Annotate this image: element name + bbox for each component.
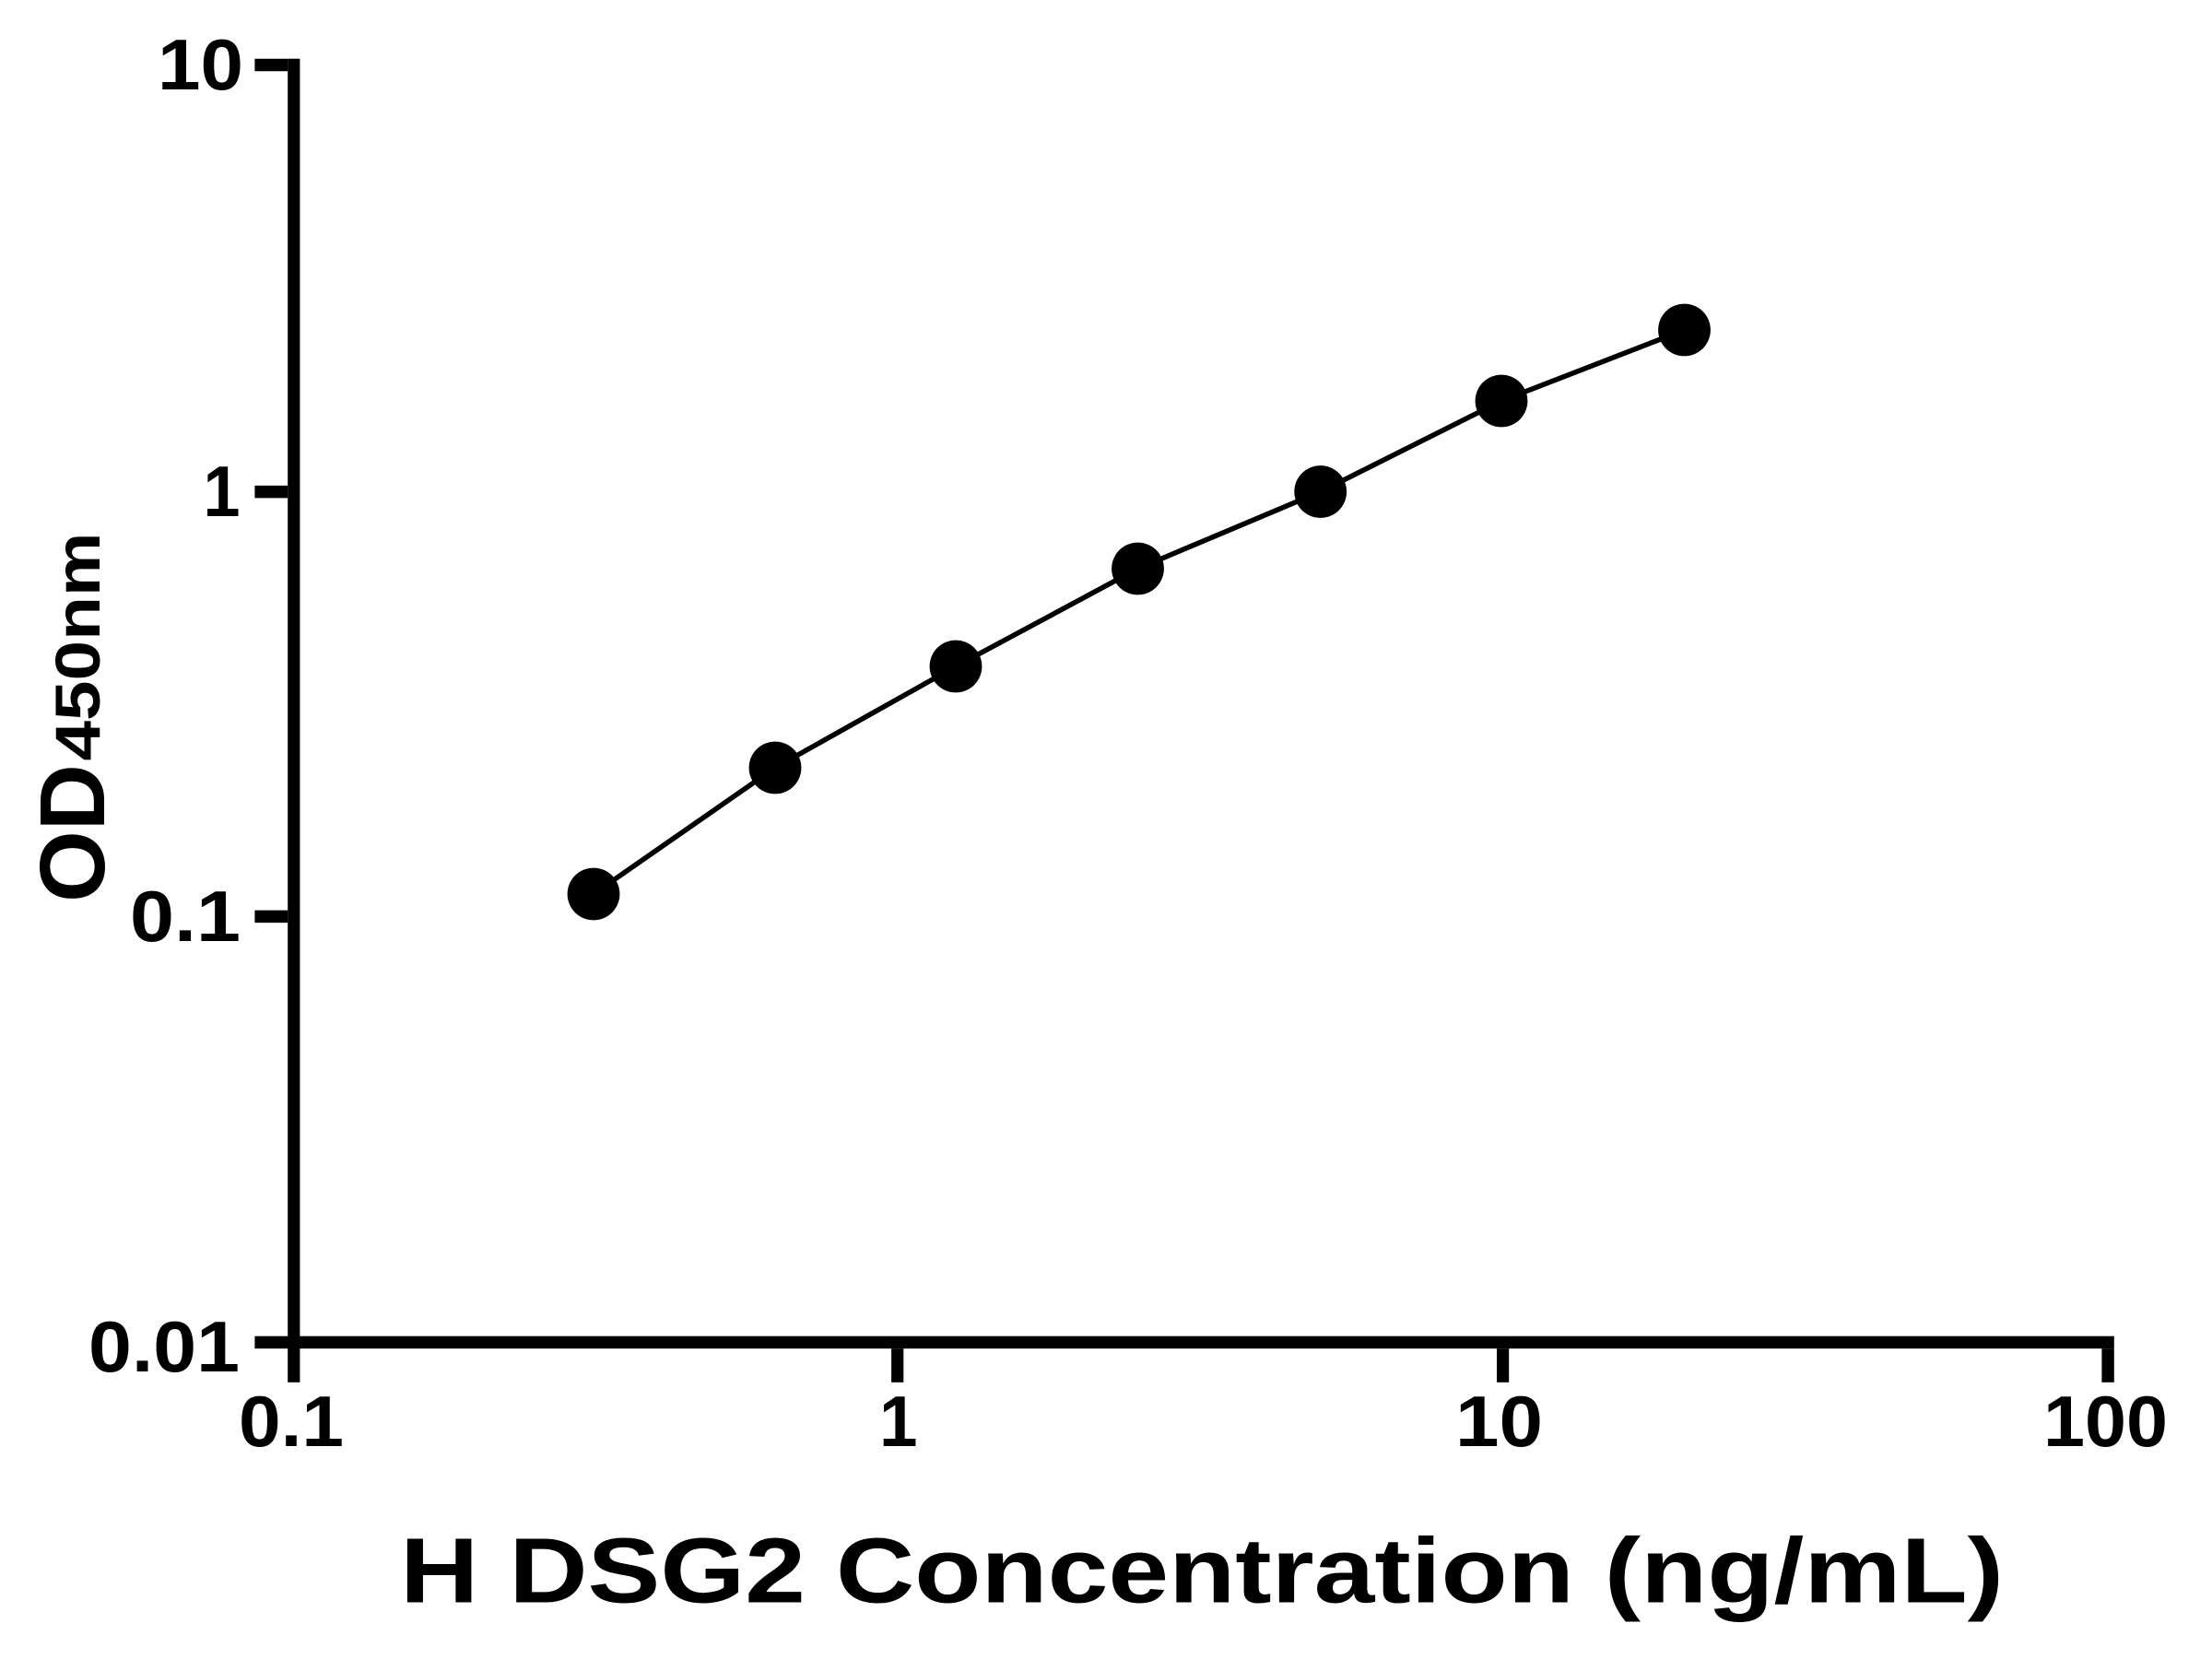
svg-text:0.1: 0.1: [239, 1381, 344, 1462]
svg-text:H DSG2 Concentration (ng/mL): H DSG2 Concentration (ng/mL): [400, 1520, 2004, 1623]
svg-text:10: 10: [1455, 1381, 1543, 1462]
svg-text:OD: OD: [21, 764, 124, 902]
svg-text:1: 1: [879, 1381, 918, 1462]
svg-text:450nm: 450nm: [42, 533, 113, 761]
svg-text:1: 1: [204, 451, 241, 532]
svg-text:0.01: 0.01: [88, 1306, 240, 1387]
svg-text:100: 100: [2043, 1381, 2168, 1462]
svg-text:0.1: 0.1: [130, 876, 241, 957]
svg-text:10: 10: [158, 24, 243, 105]
